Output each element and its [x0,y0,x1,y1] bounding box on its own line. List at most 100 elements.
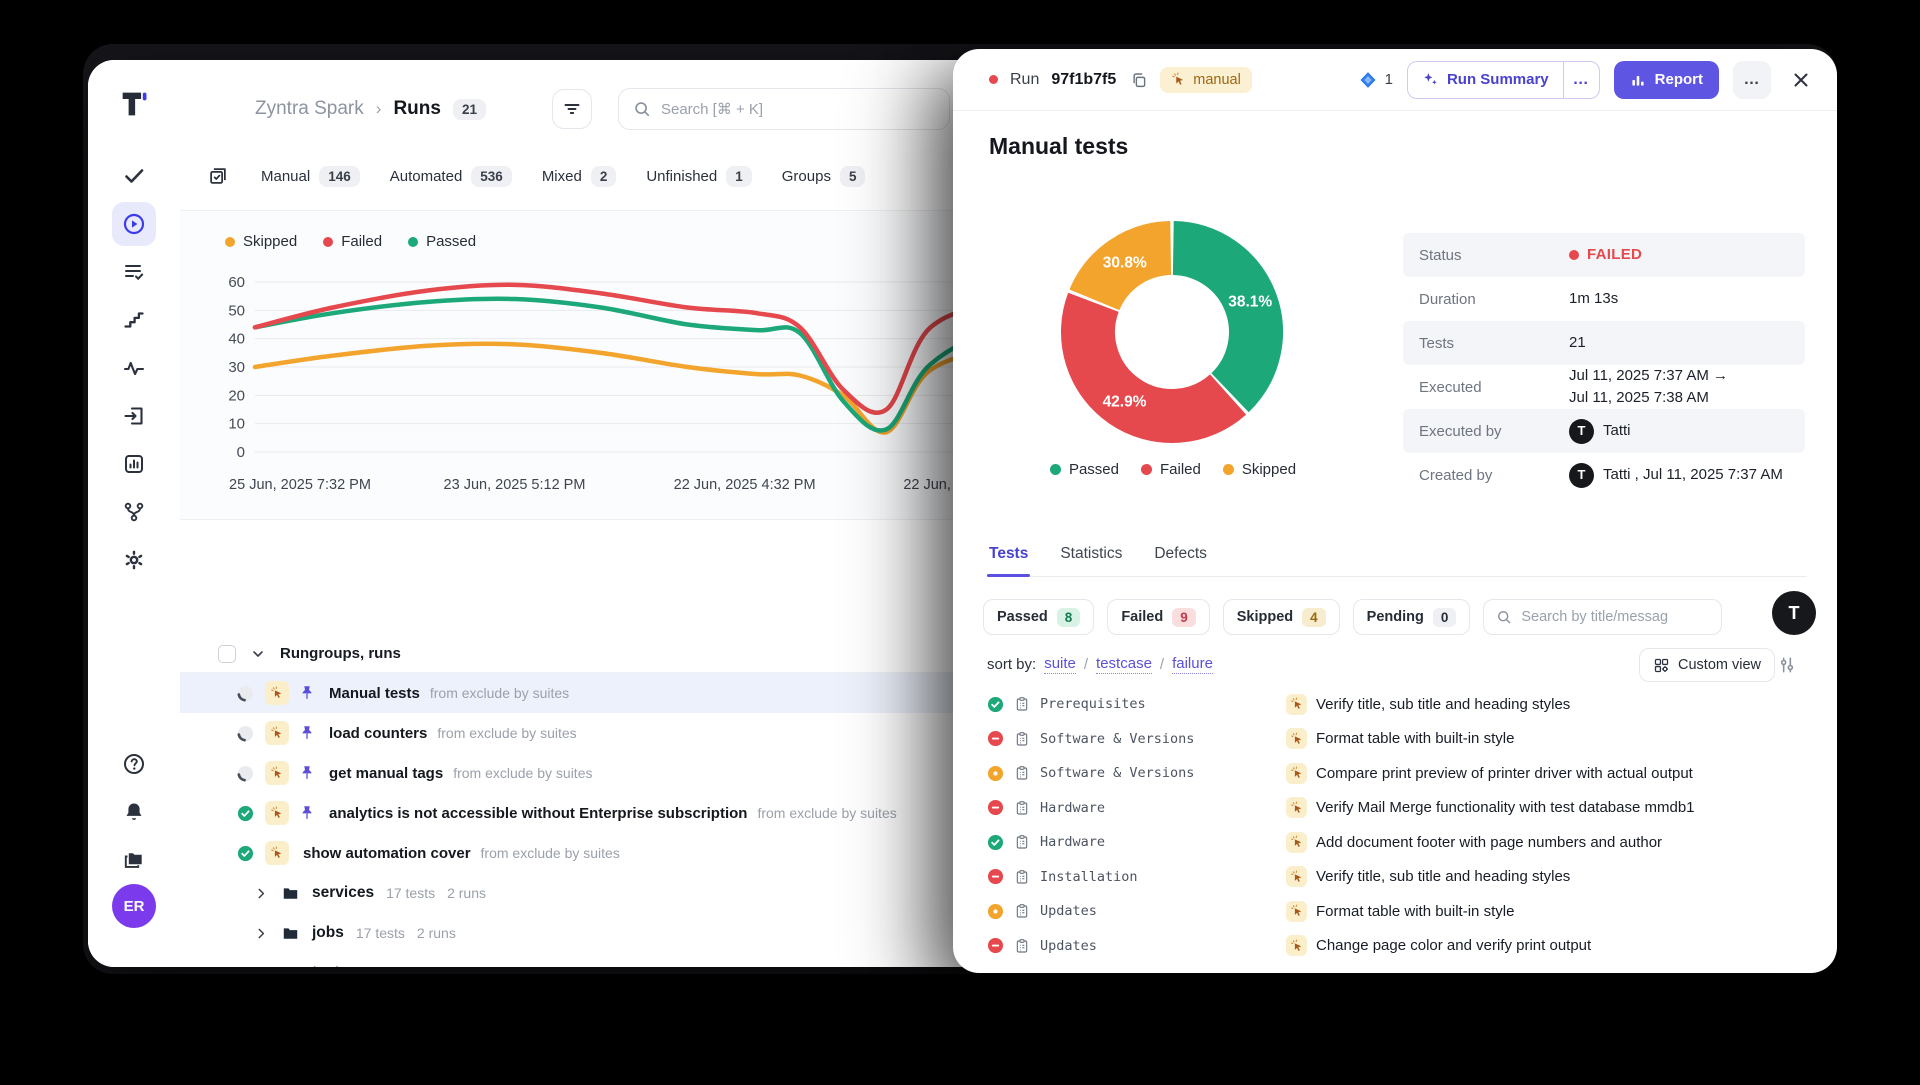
test-row[interactable]: Hardware Verify Mail Merge functionality… [953,791,1837,826]
search-box[interactable]: Search [⌘ + K] [617,88,950,130]
sidebar-item-help[interactable] [112,742,156,786]
test-suite-name: Software & Versions [1040,730,1195,747]
passed-icon [237,845,254,861]
sidebar-item-settings[interactable] [112,538,156,582]
tab-groups[interactable]: Groups 5 [782,165,866,187]
sort-link-failure[interactable]: failure [1172,655,1213,674]
filter-button[interactable] [551,89,592,129]
copy-run-id-button[interactable] [1130,71,1148,89]
drawer-header: Run 97f1b7f5 manual 1 Run Summary [953,49,1837,111]
test-row[interactable]: Prerequisites Verify title, sub title an… [953,687,1837,722]
donut-legend-item-failed: Failed [1140,461,1201,478]
legend-dot [225,236,235,247]
folder-row[interactable]: test 2584 2 runs [180,953,1837,967]
sidebar-item-analytics[interactable] [112,442,156,486]
run-row[interactable]: get manual tags from exclude by suites [180,753,1837,793]
page-title: Runs [393,98,441,119]
assignee-avatar[interactable]: T [1772,591,1816,635]
bar-chart-icon [125,455,143,473]
test-row[interactable]: Software & Versions Format table with bu… [953,722,1837,757]
test-row[interactable]: Updates Format table with built-in style [953,894,1837,929]
select-runs-icon[interactable] [207,165,231,187]
breadcrumb-project[interactable]: Zyntra Spark [255,98,364,119]
run-type-badge: manual [1160,66,1252,93]
passed-icon [237,805,254,821]
run-id: 97f1b7f5 [1051,70,1117,88]
legend-dot [1222,464,1234,475]
tab-mixed[interactable]: Mixed 2 [542,165,617,187]
search-placeholder: Search [⌘ + K] [660,101,764,118]
run-summary-main[interactable]: Run Summary [1408,62,1563,98]
filter-chip-pending[interactable]: Pending 0 [1352,599,1471,635]
tab-label: Unfinished [646,167,718,185]
drawer-tab-tests[interactable]: Tests [987,537,1031,577]
sidebar-item-branches[interactable] [112,490,156,534]
drawer-tab-statistics[interactable]: Statistics [1060,545,1123,562]
filter-chip-failed[interactable]: Failed 9 [1107,599,1210,635]
tests-search-box[interactable]: Search by title/messag [1483,599,1723,635]
sidebar-item-activity[interactable] [112,346,156,390]
sidebar-item-tests[interactable] [112,154,156,198]
app-logo[interactable] [112,82,156,126]
sidebar-item-projects[interactable] [112,838,156,882]
results-donut-chart: 38.1% 42.9% 30.8% [1061,221,1283,443]
run-summary-button[interactable]: Run Summary … [1406,60,1600,99]
drawer-close-button[interactable] [1791,70,1811,90]
manual-type-icon [1286,762,1307,784]
run-row[interactable]: show automation cover from exclude by su… [180,833,1837,873]
test-row[interactable]: Software & Versions Compare print previe… [953,756,1837,791]
chevron-right-icon [258,928,265,938]
detail-label: Status [1419,246,1462,264]
manual-cursor-icon [271,766,282,778]
clipboard-icon [1016,869,1028,884]
sidebar-item-runs[interactable] [112,202,156,246]
run-row[interactable]: analytics is not accessible without Ente… [180,793,1837,833]
y-tick-label: 20 [228,387,245,404]
sidebar-item-milestones[interactable] [112,298,156,342]
run-row[interactable]: load counters from exclude by suites [180,713,1837,753]
sidebar-item-notifications[interactable] [112,790,156,834]
series-failed-line [252,282,1120,415]
folder-row[interactable]: services 17 tests 2 runs [180,873,1837,913]
failed-icon [987,869,1004,885]
test-row[interactable]: Updates Change page color and verify pri… [953,929,1837,964]
run-row-title: get manual tags [329,764,444,782]
collapse-chevron-icon[interactable] [250,646,266,662]
x-tick-label: 25 Jun, 2025 7:32 PM [229,477,371,493]
legend-item-skipped[interactable]: Skipped [225,233,297,250]
report-button[interactable]: Report [1613,60,1719,99]
legend-item-passed[interactable]: Passed [408,233,476,250]
legend-dot [1049,464,1061,475]
select-all-checkbox[interactable] [218,644,236,663]
tab-unfinished[interactable]: Unfinished 1 [646,165,752,187]
filter-chip-skipped[interactable]: Skipped 4 [1222,599,1340,635]
manual-type-icon [265,721,289,745]
legend-item-failed[interactable]: Failed [323,233,382,250]
detail-row: Tests 21 [1403,321,1805,365]
tab-manual[interactable]: Manual 146 [261,165,360,187]
tab-count-badge: 146 [319,165,360,187]
y-tick-label: 40 [228,331,245,348]
run-summary-more-button[interactable]: … [1562,61,1599,98]
test-title: Change page color and verify print outpu… [1316,937,1592,955]
skipped-icon [987,765,1004,781]
sidebar-item-plans[interactable] [112,250,156,294]
sort-link-suite[interactable]: suite [1044,655,1076,674]
breadcrumb-separator-icon: › [375,99,382,118]
drawer-more-button[interactable]: … [1733,60,1771,99]
custom-view-button[interactable]: Custom view [1639,648,1775,682]
drawer-tab-defects[interactable]: Defects [1154,545,1207,562]
filter-chip-passed[interactable]: Passed 8 [983,599,1095,635]
test-row[interactable]: Hardware Add document footer with page n… [953,825,1837,860]
run-row-title: load counters [329,724,428,742]
y-tick-label: 10 [228,416,245,433]
detail-row: Executed Jul 11, 2025 7:37 AM → Jul 11, 2… [1403,365,1805,409]
test-row[interactable]: Installation Verify title, sub title and… [953,860,1837,895]
user-avatar[interactable]: ER [112,884,156,928]
sidebar-item-import[interactable] [112,394,156,438]
sort-link-testcase[interactable]: testcase [1096,655,1152,674]
view-settings-icon[interactable] [1777,655,1797,675]
tab-automated[interactable]: Automated 536 [390,165,512,187]
folder-row[interactable]: jobs 17 tests 2 runs [180,913,1837,953]
